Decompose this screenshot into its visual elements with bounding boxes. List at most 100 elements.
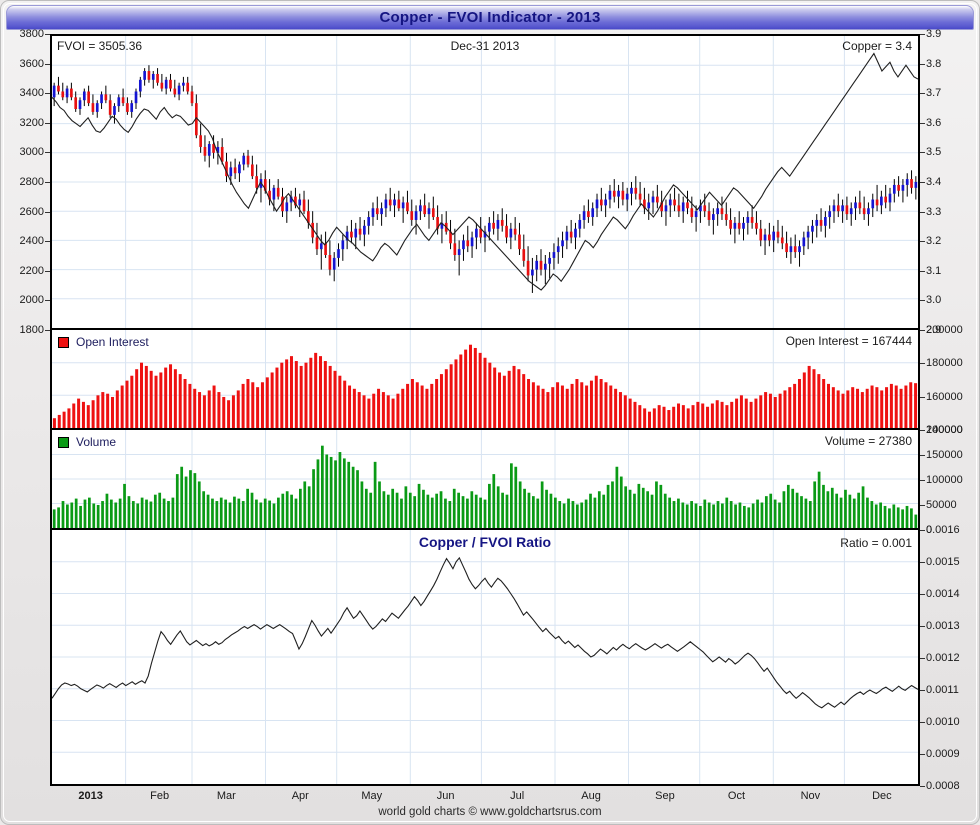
axis-tick-label: 0.0014 bbox=[926, 588, 960, 600]
axis-tick-mark bbox=[920, 396, 925, 398]
ratio-pane-title: Copper / FVOI Ratio bbox=[418, 534, 552, 550]
open-interest-legend-label: Open Interest bbox=[76, 335, 149, 349]
axis-tick-label: 3200 bbox=[19, 116, 44, 129]
x-axis-tick-label: Jun bbox=[436, 790, 455, 802]
axis-tick-label: 1800 bbox=[19, 324, 44, 336]
x-axis-tick-label: Mar bbox=[216, 790, 236, 802]
price-axis-left: 3800 3600 3400 3200 3000 2800 2600 2400 2200 2000… bbox=[0, 29, 50, 336]
axis-tick-mark bbox=[920, 270, 925, 272]
price-axis-right: 3.9 3.8 3.7 3.6 3.5 3.4 3.3 3.2 3.1 3.0 2.9 bbox=[920, 29, 980, 336]
open-interest-readout: Open Interest = 167444 bbox=[785, 334, 912, 348]
axis-tick-label: 200000 bbox=[926, 424, 963, 436]
axis-tick-label: 2600 bbox=[19, 205, 44, 218]
axis-tick-mark bbox=[920, 63, 925, 65]
open-interest-legend: Open Interest bbox=[58, 335, 149, 349]
axis-tick-mark bbox=[45, 211, 50, 213]
volume-axis-right: 200000 150000 100000 50000 0 bbox=[920, 425, 980, 536]
axis-tick-mark bbox=[920, 690, 925, 691]
axis-tick-label: 0.0016 bbox=[926, 524, 960, 536]
x-axis-tick-label: 2013 bbox=[78, 790, 103, 802]
axis-tick-mark bbox=[45, 93, 50, 95]
axis-tick-mark bbox=[920, 330, 925, 331]
axis-tick-mark bbox=[920, 430, 925, 431]
axis-tick-mark bbox=[45, 330, 50, 331]
axis-tick-mark bbox=[920, 505, 925, 506]
ratio-axis-right: 0.0016 0.0015 0.0014 0.0013 0.0012 0.0011 0.00… bbox=[920, 525, 980, 792]
axis-tick-label: 160000 bbox=[926, 390, 963, 403]
axis-tick-mark bbox=[920, 455, 925, 456]
axis-tick-label: 3.2 bbox=[926, 235, 942, 248]
axis-tick-label: 0 bbox=[926, 524, 933, 536]
axis-tick-label: 0.0015 bbox=[926, 556, 960, 568]
axis-tick-label: 3.8 bbox=[926, 57, 942, 70]
x-axis-tick-label: Oct bbox=[727, 790, 746, 802]
axis-tick-label: 3.9 bbox=[926, 28, 942, 40]
axis-tick-mark bbox=[920, 480, 925, 481]
x-axis-tick-label: Jul bbox=[510, 790, 525, 802]
axis-tick-mark bbox=[920, 34, 925, 35]
axis-tick-label: 3600 bbox=[19, 57, 44, 70]
axis-tick-label: 3.6 bbox=[926, 116, 942, 129]
axis-tick-label: 0.0008 bbox=[926, 780, 960, 792]
x-axis-tick-label: Apr bbox=[291, 790, 309, 802]
axis-tick-mark bbox=[920, 152, 925, 154]
x-axis-tick-label: Feb bbox=[150, 790, 170, 802]
axis-tick-mark bbox=[920, 594, 925, 595]
axis-tick-label: 0.0009 bbox=[926, 748, 960, 760]
axis-tick-label: 0.0011 bbox=[926, 684, 959, 696]
axis-tick-label: 50000 bbox=[926, 499, 957, 511]
axis-tick-mark bbox=[45, 63, 50, 65]
volume-readout: Volume = 27380 bbox=[824, 434, 912, 448]
x-axis-tick-label: Sep bbox=[655, 790, 675, 802]
copper-readout: Copper = 3.4 bbox=[842, 39, 912, 53]
fvoi-readout: FVOI = 3505.36 bbox=[57, 39, 143, 53]
open-interest-chart-svg bbox=[52, 330, 918, 428]
volume-chart-svg bbox=[52, 430, 918, 528]
axis-tick-mark bbox=[45, 300, 50, 302]
axis-tick-label: 2800 bbox=[19, 176, 44, 188]
price-chart-svg bbox=[52, 36, 918, 328]
axis-tick-label: 3.3 bbox=[926, 205, 942, 218]
axis-tick-label: 3800 bbox=[19, 28, 44, 40]
axis-tick-label: 3400 bbox=[19, 87, 44, 100]
axis-tick-label: 3.0 bbox=[926, 294, 942, 307]
ratio-readout: Ratio = 0.001 bbox=[840, 536, 912, 550]
volume-swatch-icon bbox=[58, 436, 69, 448]
volume-legend: Volume bbox=[58, 435, 116, 449]
axis-tick-label: 3.5 bbox=[926, 146, 942, 159]
axis-tick-label: 3.1 bbox=[926, 264, 942, 277]
axis-tick-label: 100000 bbox=[926, 474, 963, 486]
axis-tick-label: 180000 bbox=[926, 357, 963, 370]
open-interest-pane: Open Interest Open Interest = 167444 bbox=[50, 330, 920, 430]
axis-tick-mark bbox=[920, 122, 925, 124]
axis-tick-label: 140000 bbox=[926, 424, 963, 436]
ratio-chart-svg bbox=[52, 530, 918, 784]
axis-tick-mark bbox=[920, 363, 925, 365]
window-title: Copper - FVOI Indicator - 2013 bbox=[379, 9, 601, 26]
x-axis-tick-label: Dec bbox=[872, 790, 892, 802]
axis-tick-label: 150000 bbox=[926, 449, 963, 461]
axis-tick-mark bbox=[920, 241, 925, 243]
volume-pane: Volume Volume = 27380 bbox=[50, 430, 920, 530]
axis-tick-label: 0.0012 bbox=[926, 652, 960, 664]
axis-tick-mark bbox=[45, 182, 50, 183]
x-axis-tick-label: Nov bbox=[800, 790, 821, 802]
axis-tick-label: 2.9 bbox=[926, 324, 942, 336]
axis-tick-label: 2000 bbox=[19, 294, 44, 307]
axis-tick-mark bbox=[920, 754, 925, 755]
x-axis-tick-label: Aug bbox=[581, 790, 601, 802]
axis-tick-mark bbox=[45, 270, 50, 272]
axis-tick-label: 0.0010 bbox=[926, 716, 960, 728]
axis-tick-label: 3.4 bbox=[926, 176, 942, 188]
axis-tick-label: 2200 bbox=[19, 264, 44, 277]
axis-tick-mark bbox=[920, 93, 925, 95]
axis-tick-mark bbox=[920, 211, 925, 213]
axis-tick-mark bbox=[45, 241, 50, 243]
axis-tick-mark bbox=[920, 182, 925, 183]
axis-tick-label: 3000 bbox=[19, 146, 44, 159]
axis-tick-mark bbox=[45, 34, 50, 35]
ratio-pane: Copper / FVOI Ratio Ratio = 0.001 bbox=[50, 530, 920, 786]
x-axis-tick-label: May bbox=[361, 790, 383, 802]
price-pane: FVOI = 3505.36 Dec-31 2013 Copper = 3.4 bbox=[50, 34, 920, 330]
